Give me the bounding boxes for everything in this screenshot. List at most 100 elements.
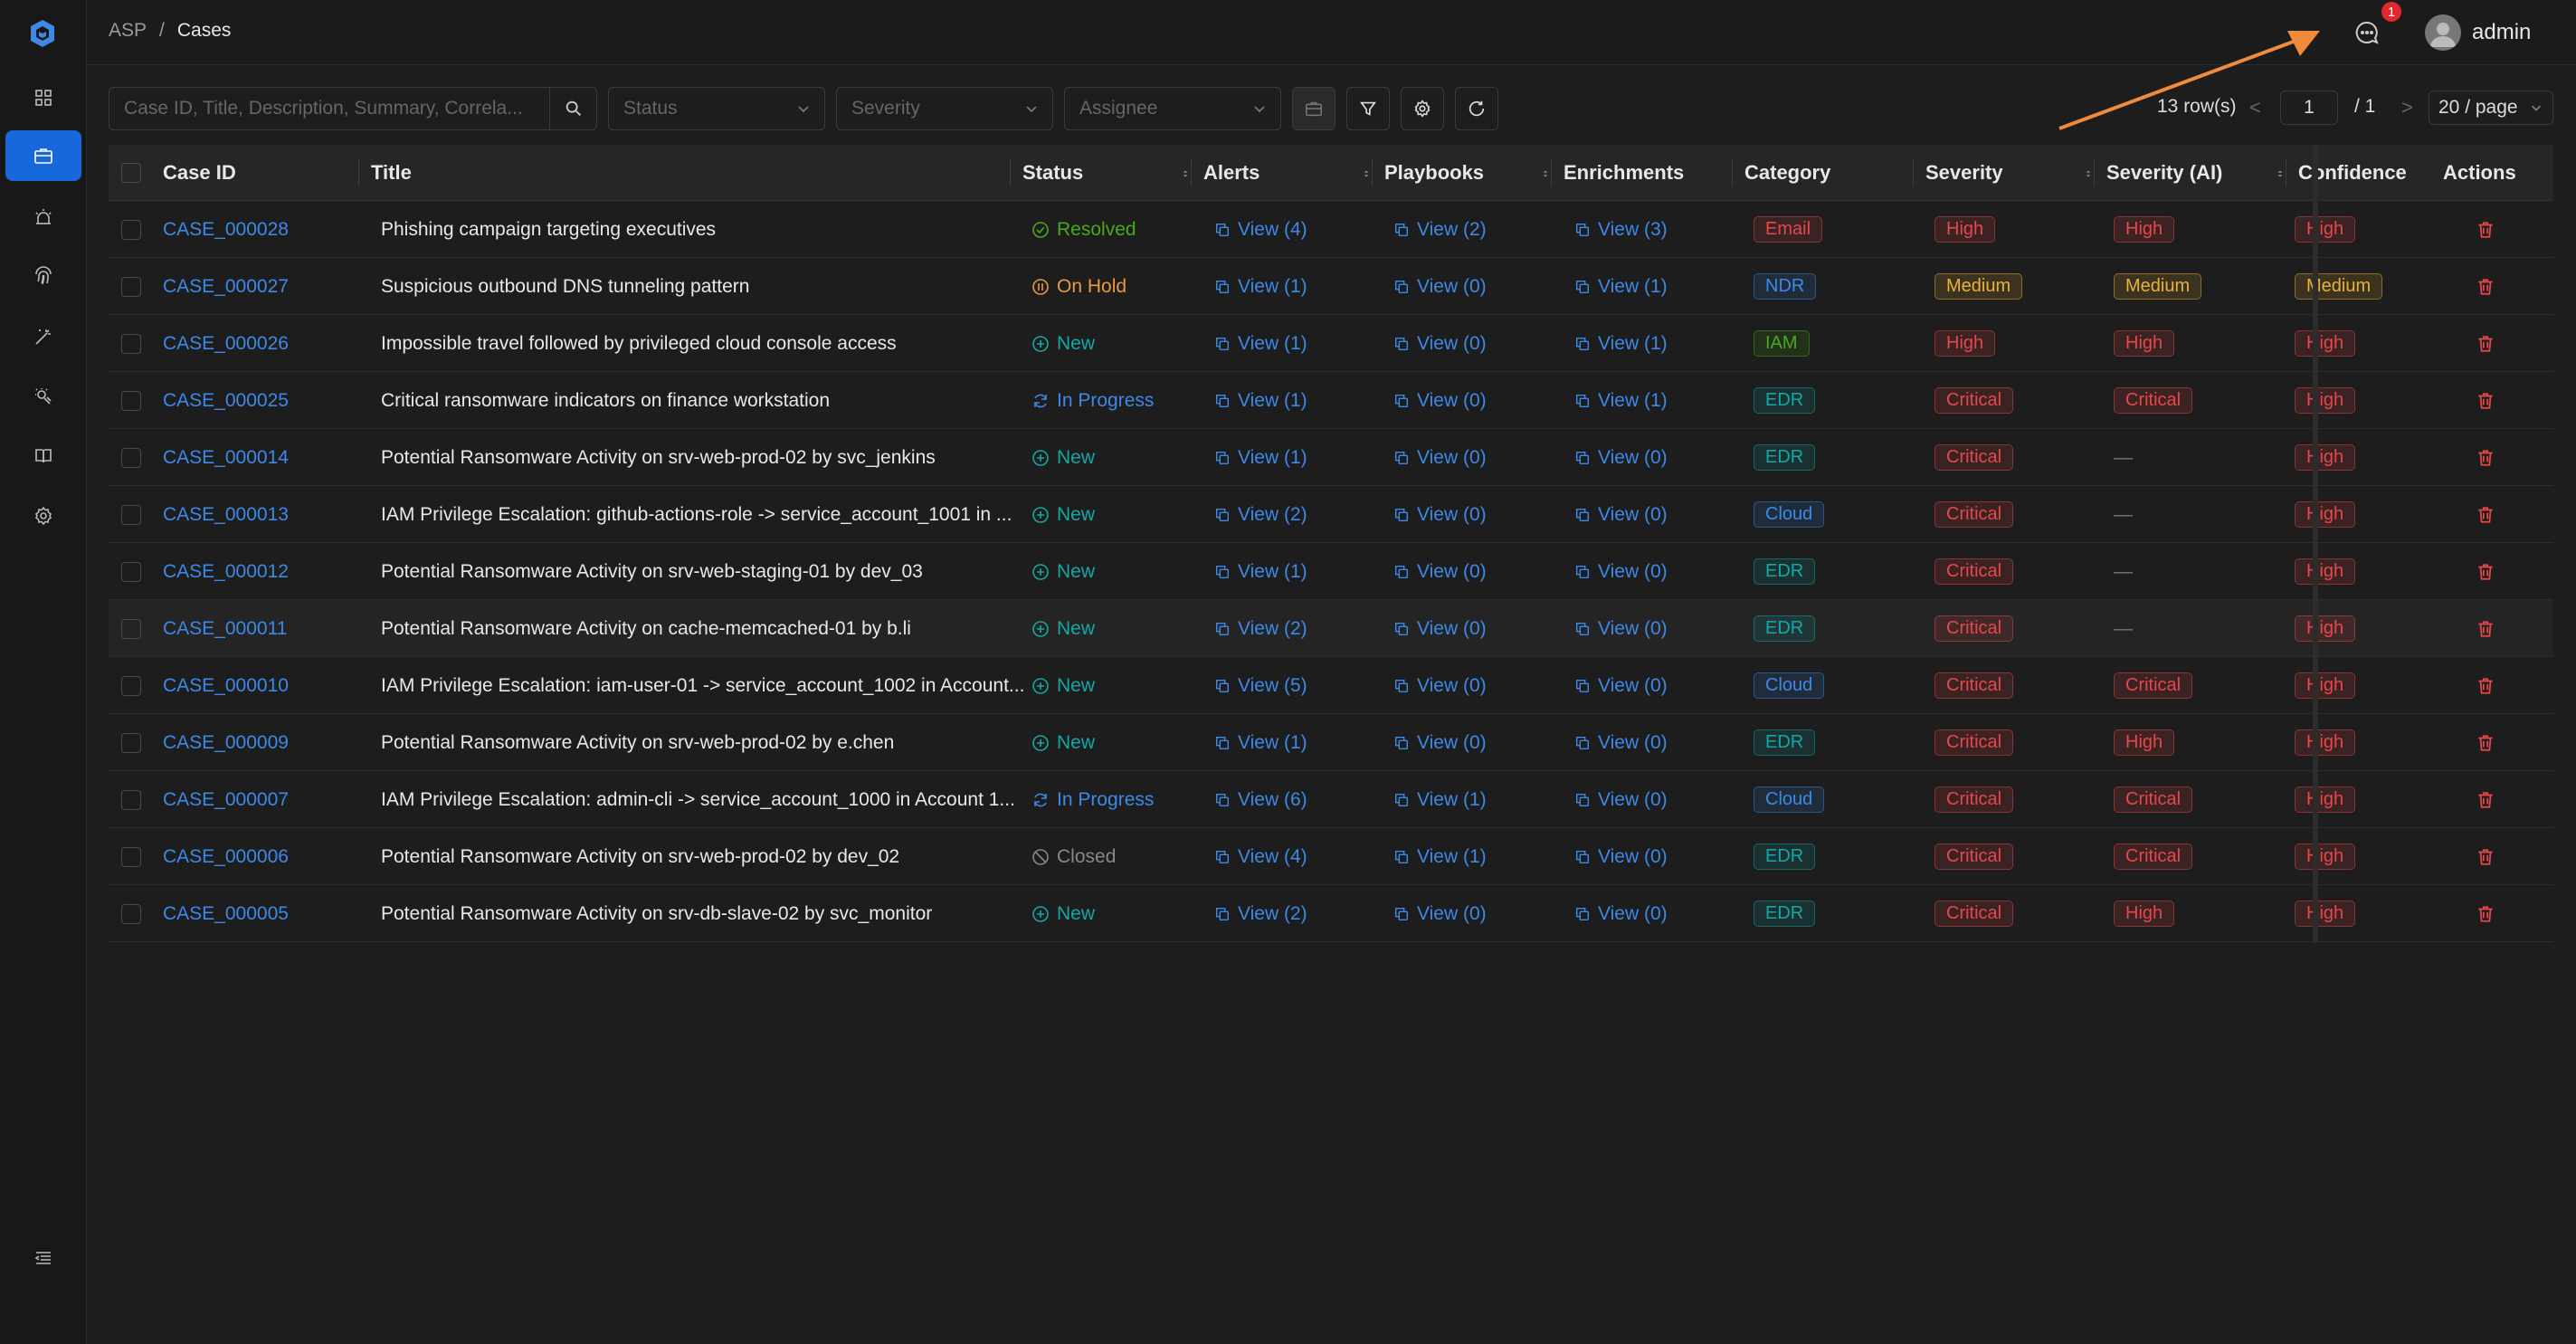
sidebar-item-settings[interactable] [5, 491, 81, 541]
case-id-link[interactable]: CASE_000009 [163, 731, 289, 753]
row-checkbox[interactable] [121, 903, 141, 924]
case-id-link[interactable]: CASE_000026 [163, 332, 289, 354]
alerts-view-link[interactable]: View (1) [1214, 732, 1307, 754]
case-title[interactable]: Phishing campaign targeting executives [381, 218, 717, 240]
alerts-view-link[interactable]: View (1) [1214, 390, 1307, 412]
case-id-link[interactable]: CASE_000014 [163, 446, 289, 468]
alerts-view-link[interactable]: View (2) [1214, 504, 1307, 526]
column-header[interactable]: Status [1022, 145, 1203, 201]
sidebar-collapse-button[interactable] [5, 1233, 81, 1283]
row-checkbox[interactable] [121, 675, 141, 696]
row-checkbox[interactable] [121, 618, 141, 639]
enrichments-view-link[interactable]: View (1) [1574, 276, 1668, 298]
row-checkbox[interactable] [121, 390, 141, 411]
playbooks-view-link[interactable]: View (0) [1393, 504, 1487, 526]
enrichments-view-link[interactable]: View (0) [1574, 675, 1668, 697]
prev-page-button[interactable]: < [2249, 96, 2261, 119]
row-checkbox[interactable] [121, 333, 141, 354]
trash-icon[interactable] [2476, 505, 2495, 525]
playbooks-view-link[interactable]: View (0) [1393, 732, 1487, 754]
alerts-view-link[interactable]: View (1) [1214, 447, 1307, 469]
trash-icon[interactable] [2476, 619, 2495, 639]
avatar[interactable] [2425, 14, 2461, 51]
playbooks-view-link[interactable]: View (0) [1393, 903, 1487, 925]
case-id-link[interactable]: CASE_000010 [163, 674, 289, 696]
alerts-view-link[interactable]: View (5) [1214, 675, 1307, 697]
sidebar-item-fingerprint[interactable] [5, 252, 81, 302]
playbooks-view-link[interactable]: View (0) [1393, 447, 1487, 469]
case-id-link[interactable]: CASE_000006 [163, 845, 289, 867]
enrichments-view-link[interactable]: View (0) [1574, 903, 1668, 925]
enrichments-view-link[interactable]: View (1) [1574, 333, 1668, 355]
alerts-view-link[interactable]: View (4) [1214, 846, 1307, 868]
enrichments-view-link[interactable]: View (0) [1574, 504, 1668, 526]
row-checkbox[interactable] [121, 846, 141, 867]
case-id-link[interactable]: CASE_000005 [163, 902, 289, 924]
breadcrumb-root[interactable]: ASP [109, 20, 147, 41]
playbooks-view-link[interactable]: View (1) [1393, 789, 1487, 811]
alerts-view-link[interactable]: View (1) [1214, 561, 1307, 583]
page-size-select[interactable]: 20 / page [2429, 91, 2553, 125]
case-title[interactable]: Impossible travel followed by privileged… [381, 332, 897, 354]
refresh-button[interactable] [1455, 87, 1498, 130]
alerts-view-link[interactable]: View (2) [1214, 618, 1307, 640]
row-checkbox[interactable] [121, 219, 141, 240]
enrichments-view-link[interactable]: View (0) [1574, 789, 1668, 811]
case-title[interactable]: Potential Ransomware Activity on srv-web… [381, 731, 895, 753]
trash-icon[interactable] [2476, 391, 2495, 411]
column-header[interactable]: Severity (AI) [2106, 145, 2298, 201]
alerts-view-link[interactable]: View (2) [1214, 903, 1307, 925]
app-logo-icon[interactable] [27, 18, 58, 49]
trash-icon[interactable] [2476, 904, 2495, 924]
enrichments-view-link[interactable]: View (0) [1574, 618, 1668, 640]
case-title[interactable]: Critical ransomware indicators on financ… [381, 389, 831, 411]
sidebar-item-dashboard[interactable] [5, 72, 81, 123]
trash-icon[interactable] [2476, 277, 2495, 297]
sidebar-item-alerts[interactable] [5, 192, 81, 243]
trash-icon[interactable] [2476, 220, 2495, 240]
enrichments-view-link[interactable]: View (3) [1574, 219, 1668, 241]
sidebar-item-cases[interactable] [5, 130, 81, 181]
assignee-select[interactable]: Assignee [1064, 87, 1281, 130]
case-id-link[interactable]: CASE_000028 [163, 218, 289, 240]
enrichments-view-link[interactable]: View (0) [1574, 732, 1668, 754]
severity-select[interactable]: Severity [836, 87, 1053, 130]
case-id-link[interactable]: CASE_000027 [163, 275, 289, 297]
search-input[interactable] [109, 88, 549, 129]
case-title[interactable]: IAM Privilege Escalation: github-actions… [381, 503, 1012, 525]
column-header[interactable]: Alerts [1203, 145, 1384, 201]
case-title[interactable]: Potential Ransomware Activity on srv-db-… [381, 902, 933, 924]
trash-icon[interactable] [2476, 847, 2495, 867]
trash-icon[interactable] [2476, 733, 2495, 753]
case-title[interactable]: Suspicious outbound DNS tunneling patter… [381, 275, 750, 297]
trash-icon[interactable] [2476, 448, 2495, 468]
enrichments-view-link[interactable]: View (1) [1574, 390, 1668, 412]
playbooks-view-link[interactable]: View (0) [1393, 390, 1487, 412]
playbooks-view-link[interactable]: View (0) [1393, 618, 1487, 640]
next-page-button[interactable]: > [2401, 96, 2413, 119]
sidebar-item-automation[interactable] [5, 311, 81, 362]
enrichments-view-link[interactable]: View (0) [1574, 561, 1668, 583]
row-checkbox[interactable] [121, 732, 141, 753]
case-id-link[interactable]: CASE_000025 [163, 389, 289, 411]
alerts-view-link[interactable]: View (4) [1214, 219, 1307, 241]
trash-icon[interactable] [2476, 562, 2495, 582]
case-title[interactable]: Potential Ransomware Activity on srv-web… [381, 560, 923, 582]
playbooks-view-link[interactable]: View (0) [1393, 276, 1487, 298]
case-title[interactable]: IAM Privilege Escalation: iam-user-01 ->… [381, 674, 1025, 696]
case-title[interactable]: Potential Ransomware Activity on srv-web… [381, 446, 936, 468]
case-title[interactable]: Potential Ransomware Activity on srv-web… [381, 845, 900, 867]
column-header[interactable]: Playbooks [1384, 145, 1564, 201]
case-id-link[interactable]: CASE_000013 [163, 503, 289, 525]
user-name[interactable]: admin [2472, 20, 2532, 44]
alerts-view-link[interactable]: View (6) [1214, 789, 1307, 811]
trash-icon[interactable] [2476, 334, 2495, 354]
playbooks-view-link[interactable]: View (2) [1393, 219, 1487, 241]
case-id-link[interactable]: CASE_000007 [163, 788, 289, 810]
row-checkbox[interactable] [121, 561, 141, 582]
case-id-link[interactable]: CASE_000011 [163, 617, 288, 639]
page-number-input[interactable]: 1 [2280, 91, 2338, 125]
enrichments-view-link[interactable]: View (0) [1574, 447, 1668, 469]
row-checkbox[interactable] [121, 504, 141, 525]
status-select[interactable]: Status [608, 87, 825, 130]
